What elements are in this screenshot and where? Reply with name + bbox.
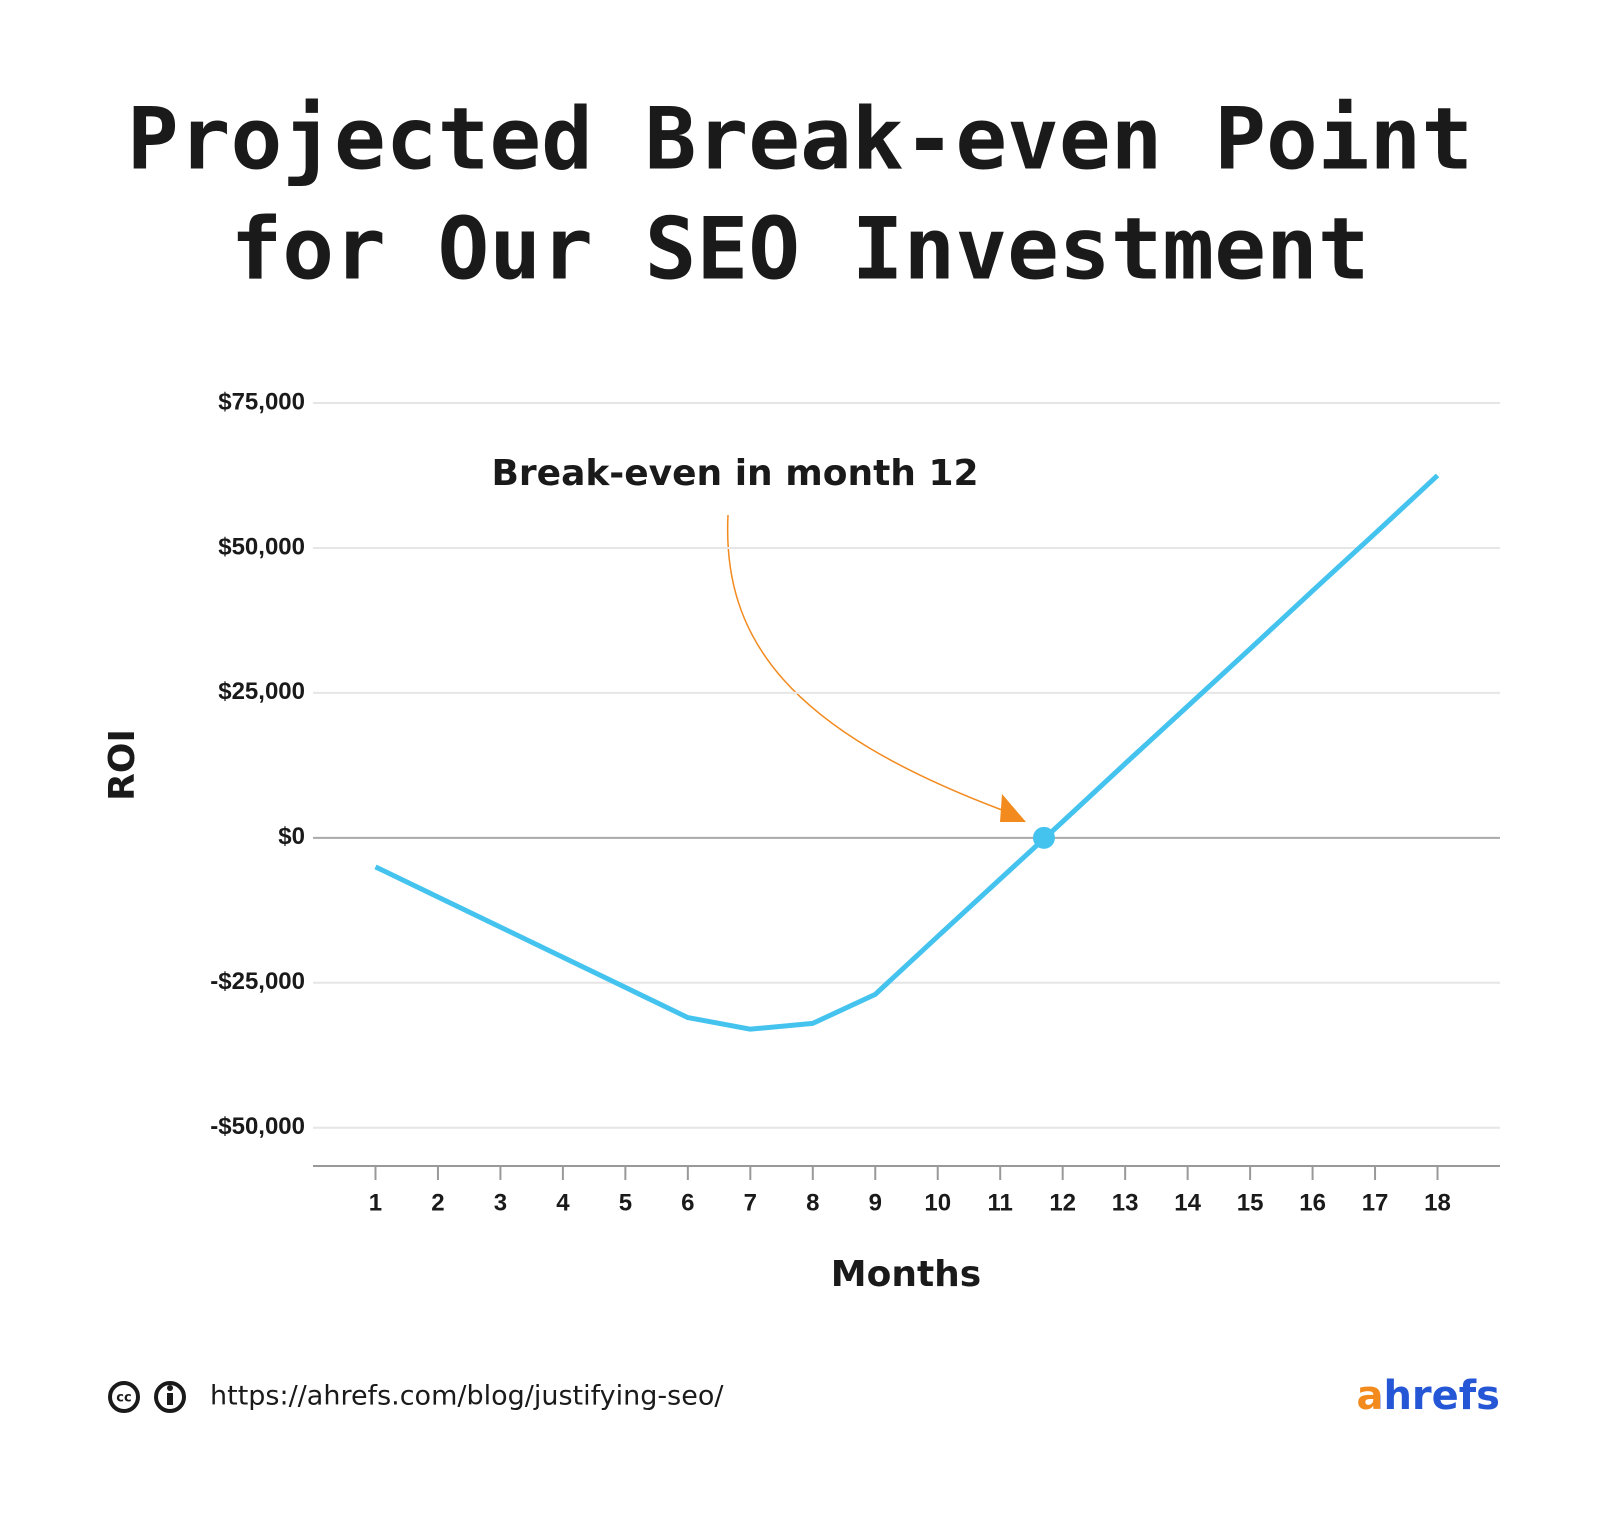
- y-axis-label: ROI: [102, 729, 143, 801]
- chart-title: Projected Break-even Point: [127, 89, 1473, 189]
- cc-icon: [108, 1381, 140, 1413]
- y-tick-label: $75,000: [218, 388, 305, 415]
- annotation: Break-even in month 12: [491, 453, 978, 494]
- x-tick-label: 9: [869, 1189, 882, 1216]
- by-icon-head: [167, 1385, 173, 1391]
- x-tick-label: 1: [369, 1189, 382, 1216]
- x-tick-label: 15: [1237, 1189, 1264, 1216]
- x-tick-label: 7: [744, 1189, 757, 1216]
- x-tick-label: 14: [1174, 1189, 1201, 1216]
- y-tick-label: -$50,000: [210, 1113, 305, 1140]
- x-tick-label: 13: [1112, 1189, 1139, 1216]
- x-tick-label: 8: [806, 1189, 819, 1216]
- x-axis-label: Months: [831, 1254, 981, 1295]
- x-tick-label: 18: [1424, 1189, 1451, 1216]
- breakeven-marker: [1032, 826, 1055, 849]
- x-tick-label: 17: [1362, 1189, 1389, 1216]
- y-tick-label: -$25,000: [210, 968, 305, 995]
- x-tick-label: 3: [494, 1189, 507, 1216]
- x-tick-label: 11: [988, 1189, 1013, 1216]
- x-tick-label: 2: [431, 1189, 444, 1216]
- x-tick-label: 16: [1299, 1189, 1326, 1216]
- footer: cc https://ahrefs.com/blog/justifying-se…: [108, 1373, 1500, 1419]
- by-icon: [154, 1381, 186, 1413]
- arrow-head: [1000, 794, 1026, 822]
- x-tick-label: 12: [1049, 1189, 1076, 1216]
- by-icon-body: [167, 1393, 173, 1405]
- chart-title: for Our SEO Investment: [230, 199, 1369, 299]
- y-tick-label: $25,000: [218, 678, 305, 705]
- annotation-arrow: [726, 514, 1003, 811]
- data-line: [374, 473, 1440, 1032]
- y-tick-label: $0: [278, 823, 305, 850]
- x-tick-label: 5: [619, 1189, 632, 1216]
- x-tick-label: 4: [556, 1189, 570, 1216]
- footer-url: https://ahrefs.com/blog/justifying-seo/: [210, 1381, 724, 1412]
- x-tick-label: 10: [924, 1189, 951, 1216]
- y-tick-label: $50,000: [218, 533, 305, 560]
- x-tick-label: 6: [681, 1189, 694, 1216]
- cc-icon-text: cc: [116, 1391, 131, 1406]
- logo: ahrefs: [1356, 1373, 1500, 1419]
